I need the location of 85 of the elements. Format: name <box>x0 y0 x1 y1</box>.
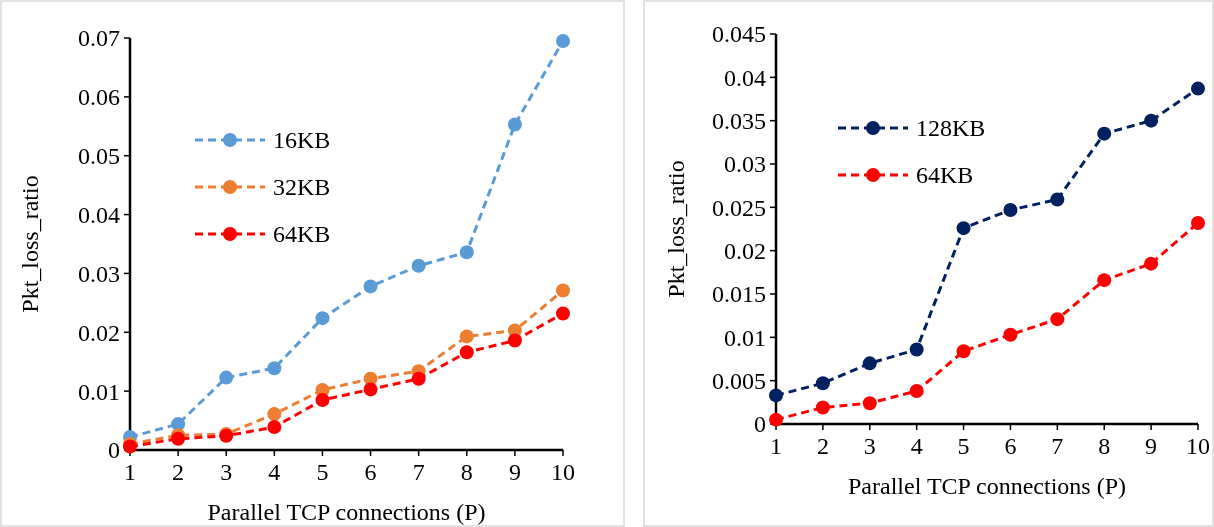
x-tick-label: 10 <box>551 459 575 485</box>
legend-label: 128KB <box>916 115 986 142</box>
x-tick-label: 6 <box>1004 433 1017 459</box>
point <box>1191 81 1205 96</box>
point <box>815 400 830 415</box>
point <box>556 283 570 298</box>
y-tick-label: 0.01 <box>724 324 766 351</box>
x-tick-label: 3 <box>863 433 876 459</box>
point <box>556 306 570 321</box>
x-tick-label: 3 <box>220 459 233 485</box>
legend-label: 64KB <box>273 221 331 248</box>
point <box>1050 192 1065 207</box>
y-tick-label: 0.01 <box>78 378 120 405</box>
point <box>363 382 378 397</box>
x-tick-label: 1 <box>770 433 782 459</box>
point <box>1191 215 1205 230</box>
point <box>769 388 783 403</box>
x-tick-label: 1 <box>124 459 136 485</box>
x-tick-label: 9 <box>508 459 521 485</box>
point <box>315 311 330 326</box>
legend-label: 16KB <box>273 127 331 154</box>
y-tick-label: 0.045 <box>712 21 766 48</box>
x-axis-title: Parallel TCP connections (P) <box>848 473 1126 499</box>
y-tick-label: 0 <box>108 437 120 464</box>
y-tick-label: 0.07 <box>78 25 120 52</box>
y-tick-label: 0.03 <box>78 260 120 287</box>
x-tick-label: 8 <box>460 459 473 485</box>
y-tick-label: 0.06 <box>78 84 120 111</box>
point <box>909 384 924 399</box>
y-tick-label: 0.02 <box>78 319 120 346</box>
x-tick-label: 2 <box>816 433 829 459</box>
legend-label: 64KB <box>916 162 974 189</box>
point <box>411 258 426 273</box>
y-tick-label: 0.03 <box>724 151 766 178</box>
y-tick-label: 0 <box>754 411 766 438</box>
point <box>267 361 282 376</box>
point <box>862 356 877 371</box>
point <box>363 279 378 294</box>
y-tick-label: 0.025 <box>712 194 766 221</box>
point <box>507 117 522 132</box>
point <box>909 342 924 357</box>
point <box>459 329 474 344</box>
x-tick-label: 9 <box>1145 433 1158 459</box>
x-tick-label: 7 <box>1051 433 1064 459</box>
x-tick-label: 10 <box>1186 433 1210 459</box>
y-axis-title: Pkt_loss_ratio <box>17 175 43 313</box>
point <box>769 412 783 427</box>
point <box>1144 113 1159 128</box>
point <box>267 420 282 435</box>
y-tick-label: 0.04 <box>78 201 120 228</box>
y-axis-title: Pkt_loss_ratio <box>663 160 689 298</box>
point <box>1003 202 1018 217</box>
point <box>862 396 877 411</box>
x-tick-label: 5 <box>316 459 329 485</box>
point <box>459 345 474 360</box>
point <box>507 333 522 348</box>
x-axis-title: Parallel TCP connections (P) <box>207 499 486 525</box>
x-tick-label: 6 <box>364 459 377 485</box>
x-tick-label: 8 <box>1098 433 1111 459</box>
point <box>219 370 234 385</box>
point <box>1003 327 1018 342</box>
y-tick-label: 0.02 <box>724 238 766 265</box>
x-tick-label: 7 <box>412 459 425 485</box>
point <box>815 376 830 391</box>
point <box>1050 312 1065 327</box>
y-tick-label: 0.015 <box>712 281 766 308</box>
y-tick-label: 0.05 <box>78 143 120 170</box>
point <box>315 392 330 407</box>
legend-label: 32KB <box>273 174 331 201</box>
x-tick-label: 4 <box>910 433 923 459</box>
x-tick-label: 4 <box>268 459 281 485</box>
point <box>556 33 570 48</box>
point <box>1097 126 1112 141</box>
x-tick-label: 2 <box>172 459 185 485</box>
point <box>1144 256 1159 271</box>
y-tick-label: 0.005 <box>712 368 766 395</box>
point <box>459 245 474 260</box>
point <box>267 407 282 422</box>
x-tick-label: 5 <box>957 433 970 459</box>
y-tick-label: 0.035 <box>712 108 766 135</box>
y-tick-label: 0.04 <box>724 64 766 91</box>
point <box>956 344 971 359</box>
point <box>956 221 971 236</box>
point <box>411 371 426 386</box>
point <box>1097 273 1112 288</box>
